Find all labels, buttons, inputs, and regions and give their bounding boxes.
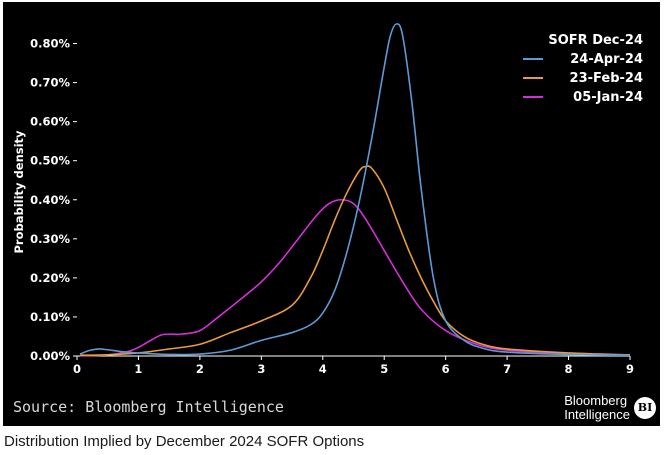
y-tick-label: 0.50% xyxy=(30,154,70,168)
legend-label: 05-Jan-24 xyxy=(573,90,643,105)
y-tick-label: 0.10% xyxy=(30,310,70,324)
figure-caption: Distribution Implied by December 2024 SO… xyxy=(4,433,365,450)
chart-panel: 0 1 2 3 4 5 6 7 8 9 0.00% 0.10% 0.20% 0.30% 0.40% 0.50%… xyxy=(3,2,660,426)
y-tick-label: 0.70% xyxy=(30,76,70,90)
x-tick-label: 7 xyxy=(503,362,511,376)
axes: 0 1 2 3 4 5 6 7 8 9 0.00% 0.10% 0.20% 0.30% 0.40% 0.50%… xyxy=(30,37,634,376)
x-tick-label: 9 xyxy=(626,362,634,376)
legend-label: 23-Feb-24 xyxy=(570,71,643,86)
x-tick-label: 5 xyxy=(380,362,388,376)
brand-badge-icon: BI xyxy=(634,397,656,419)
legend: SOFR Dec-24 24-Apr-24 23-Feb-24 05-Jan-24 xyxy=(523,33,643,105)
brand-line-2: Intelligence xyxy=(564,407,630,422)
y-axis-title: Probability density xyxy=(12,130,26,254)
brand-line-1: Bloomberg xyxy=(564,393,628,408)
series-line-05-jan-24 xyxy=(80,198,631,357)
y-tick-label: 0.40% xyxy=(30,193,70,207)
chart-svg: 0 1 2 3 4 5 6 7 8 9 0.00% 0.10% 0.20% 0.30% 0.40% 0.50%… xyxy=(12,23,643,376)
plot-lines xyxy=(79,23,631,357)
x-tick-label: 4 xyxy=(319,362,327,376)
y-tick-label: 0.60% xyxy=(30,115,70,129)
x-tick-label: 0 xyxy=(73,362,81,376)
legend-title: SOFR Dec-24 xyxy=(548,33,643,48)
x-tick-label: 2 xyxy=(196,362,204,376)
source-note: Source: Bloomberg Intelligence xyxy=(13,398,284,416)
x-tick-label: 6 xyxy=(442,362,450,376)
brand-wordmark: Bloomberg Intelligence xyxy=(564,394,630,422)
x-tick-label: 1 xyxy=(134,362,142,376)
legend-label: 24-Apr-24 xyxy=(570,52,643,67)
y-tick-label: 0.20% xyxy=(30,271,70,285)
y-tick-label: 0.30% xyxy=(30,232,70,246)
y-tick-label: 0.80% xyxy=(30,37,70,51)
y-tick-label: 0.00% xyxy=(30,349,70,363)
x-tick-label: 8 xyxy=(565,362,573,376)
series-line-23-feb-24 xyxy=(80,165,631,357)
x-tick-label: 3 xyxy=(257,362,265,376)
series-line-24-apr-24 xyxy=(79,23,631,357)
